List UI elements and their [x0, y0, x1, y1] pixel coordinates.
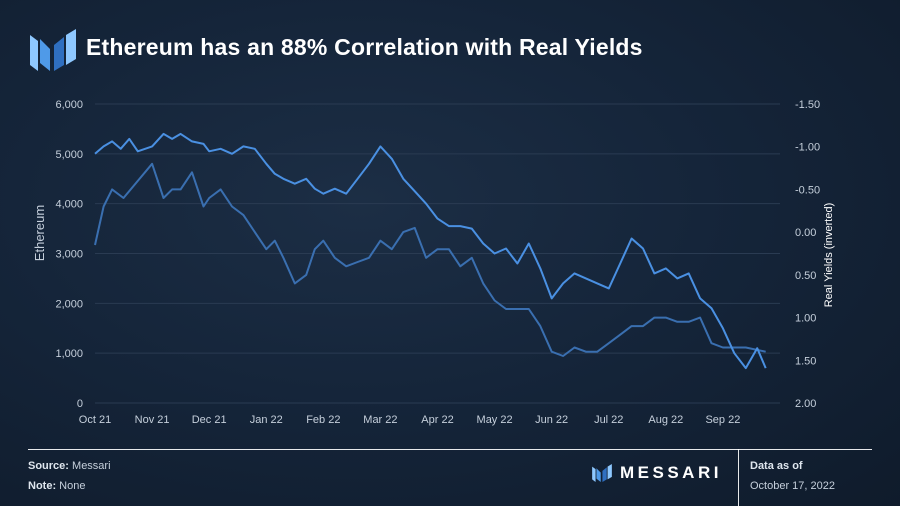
messari-wordmark: MESSARI	[620, 463, 722, 482]
series-group	[94, 132, 767, 370]
y2-axis-label: Real Yields (inverted)	[823, 203, 835, 308]
y2-tick-label: 2.00	[795, 398, 816, 410]
source-line: Source: Messari	[28, 460, 111, 472]
x-tick-label: Jan 22	[250, 414, 283, 426]
y-tick-label: 0	[77, 398, 83, 410]
x-tick-label: Feb 22	[306, 414, 340, 426]
series-line-ethereum	[94, 132, 767, 370]
x-tick-label: Sep 22	[705, 414, 740, 426]
x-tick-label: Jun 22	[535, 414, 568, 426]
messari-brand: MESSARI	[592, 463, 722, 483]
footer-divider	[28, 449, 872, 450]
x-tick-label: Mar 22	[363, 414, 397, 426]
y2-tick-label: 1.00	[795, 313, 816, 325]
x-tick-label: Apr 22	[421, 414, 453, 426]
source-value: Messari	[72, 460, 111, 472]
source-label: Source:	[28, 460, 69, 472]
y2-tick-label: -0.50	[795, 184, 820, 196]
x-tick-label: Oct 21	[79, 414, 111, 426]
x-tick-label: Dec 21	[192, 414, 227, 426]
x-axis-ticks: Oct 21 Nov 21 Dec 21 Jan 22 Feb 22 Mar 22 Apr …	[79, 414, 741, 426]
y-tick-label: 5,000	[55, 149, 83, 161]
y2-tick-label: 0.00	[795, 227, 816, 239]
x-tick-label: Jul 22	[594, 414, 623, 426]
data-as-of-date: October 17, 2022	[750, 480, 836, 492]
data-as-of-label: Data as of	[750, 460, 803, 472]
y-axis-label: Ethereum	[32, 205, 47, 261]
x-tick-label: May 22	[477, 414, 513, 426]
grid	[95, 103, 780, 404]
y-tick-label: 6,000	[55, 99, 83, 111]
series-line-real-yields	[94, 162, 766, 357]
note-line: Note: None	[28, 480, 85, 492]
x-tick-label: Aug 22	[648, 414, 683, 426]
note-value: None	[59, 480, 86, 492]
messari-logo-icon	[30, 29, 76, 71]
y-axis-ticks: 0 1,000 2,000 3,000 4,000 5,000 6,000	[55, 99, 83, 410]
chart-title: Ethereum has an 88% Correlation with Rea…	[86, 34, 643, 60]
y-tick-label: 3,000	[55, 249, 83, 261]
y2-axis-ticks: -1.50 -1.00 -0.50 0.00 0.50 1.00 1.50 2.00	[795, 99, 820, 410]
footer-vertical-divider	[738, 449, 739, 506]
y-tick-label: 1,000	[55, 348, 83, 360]
y2-tick-label: 1.50	[795, 355, 816, 367]
messari-brand-icon	[592, 464, 612, 482]
note-label: Note:	[28, 480, 57, 492]
x-tick-label: Nov 21	[135, 414, 170, 426]
y2-tick-label: -1.50	[795, 99, 820, 111]
y2-tick-label: -1.00	[795, 142, 820, 154]
y-tick-label: 2,000	[55, 298, 83, 310]
y-tick-label: 4,000	[55, 199, 83, 211]
y2-tick-label: 0.50	[795, 270, 816, 282]
